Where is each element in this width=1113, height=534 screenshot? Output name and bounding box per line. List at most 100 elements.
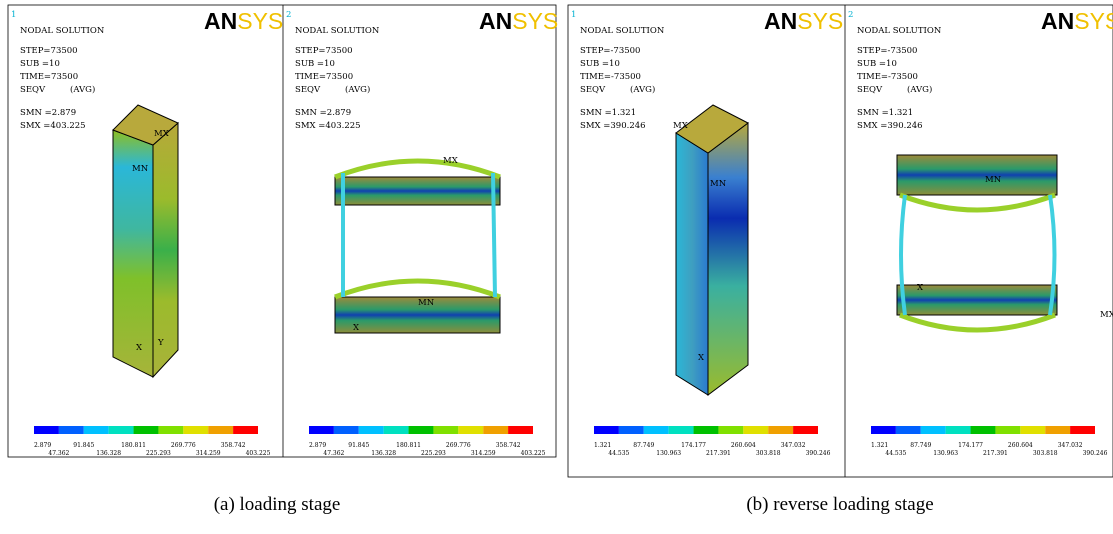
logo-left: AN — [764, 8, 797, 34]
info-sub: SUB =10 — [295, 59, 335, 69]
legend-swatch — [458, 426, 483, 434]
legend-swatch — [59, 426, 84, 434]
legend-label: 358.742 — [221, 442, 246, 449]
legend-swatch — [619, 426, 644, 434]
info-smx: SMX =390.246 — [857, 121, 923, 131]
info-smx: SMX =403.225 — [20, 121, 86, 131]
logo-left: AN — [479, 8, 512, 34]
node-label: X — [136, 343, 143, 353]
node-label: MN — [710, 179, 727, 189]
node-label: Y — [157, 338, 164, 348]
legend-label: 403.225 — [521, 450, 546, 457]
legend-label: 87.749 — [910, 442, 931, 449]
legend-label: 130.963 — [933, 450, 958, 457]
legend-swatch — [743, 426, 768, 434]
legend-swatch — [946, 426, 971, 434]
right-web — [493, 173, 495, 297]
legend-swatch — [871, 426, 896, 434]
info-smn: SMN =1.321 — [580, 108, 636, 118]
column-side — [153, 123, 178, 377]
legend-label: 347.032 — [1058, 442, 1083, 449]
caption: (a) loading stage — [214, 494, 341, 515]
node-label: X — [698, 353, 705, 363]
logo-left: AN — [204, 8, 237, 34]
legend-label: 87.749 — [633, 442, 654, 449]
info-smx: SMX =403.225 — [295, 121, 361, 131]
viewport-number: 1 — [571, 10, 576, 20]
legend-label: 2.879 — [34, 442, 51, 449]
legend-label: 180.811 — [396, 442, 421, 449]
legend-swatch — [158, 426, 183, 434]
viewport-number: 1 — [11, 10, 16, 20]
legend-label: 1.321 — [594, 442, 611, 449]
info-title: NODAL SOLUTION — [857, 26, 942, 36]
legend-label: 347.032 — [781, 442, 806, 449]
legend-label: 260.604 — [731, 442, 756, 449]
legend-label: 303.818 — [1033, 450, 1058, 457]
legend-swatch — [921, 426, 946, 434]
info-sub: SUB =10 — [20, 59, 60, 69]
logo-right: SYS — [512, 8, 558, 34]
info-time: TIME=73500 — [295, 72, 353, 82]
legend-swatch — [594, 426, 619, 434]
legend-label: 174.177 — [958, 442, 983, 449]
panel: (a) loading stage 1 NODAL SOLUTION STEP=735… — [8, 5, 558, 515]
legend-label: 47.362 — [48, 450, 69, 457]
info-time: TIME=-73500 — [857, 72, 918, 82]
top-plate — [897, 155, 1057, 195]
info-time: TIME=-73500 — [580, 72, 641, 82]
legend-label: 314.259 — [196, 450, 221, 457]
info-step: STEP=-73500 — [857, 46, 917, 56]
legend-label: 269.776 — [446, 442, 471, 449]
legend-label: 225.293 — [146, 450, 171, 457]
legend-label: 136.328 — [96, 450, 121, 457]
info-title: NODAL SOLUTION — [580, 26, 665, 36]
info-result: SEQV — [857, 85, 883, 95]
legend-label: 174.177 — [681, 442, 706, 449]
legend-label: 130.963 — [656, 450, 681, 457]
legend-swatch — [409, 426, 434, 434]
legend-swatch — [669, 426, 694, 434]
node-label: MN — [985, 175, 1002, 185]
legend-swatch — [109, 426, 134, 434]
legend-swatch — [233, 426, 258, 434]
info-sub: SUB =10 — [580, 59, 620, 69]
legend-label: 1.321 — [871, 442, 888, 449]
legend-label: 225.293 — [421, 450, 446, 457]
ansys-logo: ANSYS — [479, 8, 558, 34]
legend-label: 403.225 — [246, 450, 271, 457]
logo-left: AN — [1041, 8, 1074, 34]
node-label: MX — [443, 156, 459, 166]
info-avg: (AVG) — [907, 84, 932, 95]
ansys-logo: ANSYS — [204, 8, 283, 34]
legend-swatch — [1070, 426, 1095, 434]
legend-swatch — [34, 426, 59, 434]
legend-label: 269.776 — [171, 442, 196, 449]
legend-swatch — [694, 426, 719, 434]
legend-swatch — [768, 426, 793, 434]
node-label: X — [353, 323, 360, 333]
legend-label: 217.391 — [706, 450, 731, 457]
legend-label: 314.259 — [471, 450, 496, 457]
info-result: SEQV — [580, 85, 606, 95]
node-label: MX — [154, 129, 170, 139]
node-label: MX — [1100, 310, 1113, 320]
info-avg: (AVG) — [345, 84, 370, 95]
column-side — [708, 123, 748, 395]
info-title: NODAL SOLUTION — [295, 26, 380, 36]
legend-swatch — [995, 426, 1020, 434]
info-step: STEP=73500 — [20, 46, 78, 56]
panel-frame — [8, 5, 556, 457]
legend-label: 358.742 — [496, 442, 521, 449]
ansys-logo: ANSYS — [1041, 8, 1113, 34]
info-title: NODAL SOLUTION — [20, 26, 105, 36]
legend-label: 390.246 — [1083, 450, 1108, 457]
legend-label: 303.818 — [756, 450, 781, 457]
legend-swatch — [134, 426, 159, 434]
info-step: STEP=-73500 — [580, 46, 640, 56]
legend-swatch — [84, 426, 109, 434]
figure: (a) loading stage 1 NODAL SOLUTION STEP=735… — [0, 0, 1113, 534]
legend-label: 180.811 — [121, 442, 146, 449]
info-smx: SMX =390.246 — [580, 121, 646, 131]
